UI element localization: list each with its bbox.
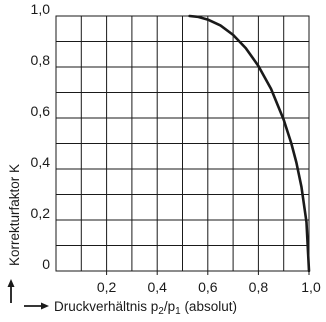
x-tick-label: 0,8 — [249, 279, 269, 295]
x-tick-label: 1,0 — [301, 279, 321, 295]
x-axis-label-sub2: 1 — [175, 306, 181, 317]
y-tick-label: 0 — [42, 256, 50, 272]
y-tick-label: 0,6 — [31, 103, 51, 119]
y-tick-label: 0,4 — [31, 154, 51, 170]
x-tick-label: 0,4 — [147, 279, 167, 295]
x-axis-label: Druckverhältnis p2/p1 (absolut) — [54, 299, 237, 317]
x-tick-label: 0,6 — [198, 279, 218, 295]
x-axis-label-part: Druckverhältnis p — [54, 299, 158, 314]
y-axis-label: Korrekturfaktor K — [7, 164, 22, 266]
y-tick-label: 0,8 — [31, 52, 51, 68]
series-line — [188, 14, 311, 273]
x-axis-label-slash: /p — [164, 299, 175, 314]
grid — [55, 15, 310, 275]
x-axis-label-sub1: 2 — [158, 306, 164, 317]
x-axis-label-suffix: (absolut) — [181, 299, 237, 314]
y-axis-arrow-icon — [7, 279, 15, 303]
y-axis-label-text: Korrekturfaktor K — [7, 164, 22, 266]
x-axis-arrow-icon — [24, 302, 49, 310]
y-tick-label: 0,2 — [31, 205, 51, 221]
x-tick-label: 0,2 — [97, 279, 117, 295]
tick-labels: 0 0,2 0,4 0,6 0,8 1,0 0,2 0,4 0,6 0,8 1,0 — [31, 1, 321, 295]
y-tick-label: 1,0 — [31, 1, 51, 17]
